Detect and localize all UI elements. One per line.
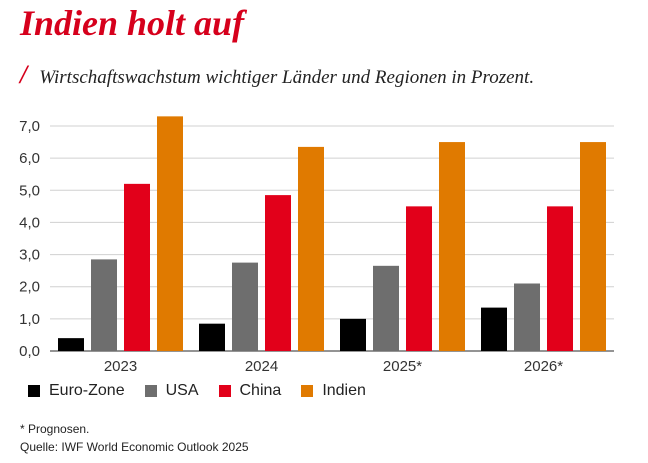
bar: [514, 283, 540, 351]
legend-swatch: [28, 385, 40, 397]
y-tick-label: 6,0: [19, 150, 40, 167]
bar: [124, 183, 150, 351]
legend-label: Indien: [322, 382, 366, 399]
y-tick-label: 2,0: [19, 279, 40, 296]
chart-subtitle: Wirtschaftswachstum wichtiger Länder und…: [39, 67, 535, 88]
bar: [232, 262, 258, 351]
x-tick-label: 2025*: [383, 358, 422, 375]
y-tick-label: 1,0: [19, 311, 40, 328]
subtitle-row: / Wirtschaftswachstum wichtiger Länder un…: [20, 60, 534, 90]
bar: [91, 259, 117, 351]
legend-label: China: [239, 382, 282, 399]
bar: [580, 142, 606, 351]
bar-chart: 0,0 1,0 2,0 3,0 4,0 5,0 6,0 7,0 2023 2024 2025* 202…: [19, 116, 614, 375]
y-tick-label: 0,0: [19, 343, 40, 360]
bar: [157, 116, 183, 351]
bar: [340, 318, 366, 351]
legend-swatch: [301, 385, 314, 397]
legend-item-euro-zone: Euro-Zone: [28, 382, 125, 400]
y-tick-label: 7,0: [19, 118, 40, 135]
legend-swatch: [144, 385, 157, 397]
legend-item-china: China: [218, 382, 282, 400]
legend-label: Euro-Zone: [49, 382, 125, 399]
bar: [373, 265, 399, 351]
legend-item-usa: USA: [144, 382, 199, 400]
footnote: * Prognosen.: [20, 422, 90, 436]
bar: [439, 142, 465, 351]
legend: Euro-Zone USA China Indien: [28, 382, 386, 400]
x-tick-label: 2026*: [524, 358, 563, 375]
bar: [298, 146, 324, 351]
y-tick-label: 5,0: [19, 182, 40, 199]
legend-label: USA: [165, 382, 199, 399]
bar: [199, 323, 225, 351]
source-note: Quelle: IWF World Economic Outlook 2025: [20, 440, 249, 454]
x-tick-label: 2024: [245, 358, 278, 375]
bar: [406, 206, 432, 351]
bar: [265, 195, 291, 351]
bar: [481, 307, 507, 351]
legend-item-indien: Indien: [301, 382, 366, 400]
legend-swatch: [218, 385, 231, 397]
chart-title: Indien holt auf: [20, 3, 245, 43]
y-tick-label: 3,0: [19, 247, 40, 264]
bar: [547, 206, 573, 351]
bar: [58, 338, 84, 351]
slash-mark: /: [20, 60, 28, 89]
y-tick-label: 4,0: [19, 214, 40, 231]
x-tick-label: 2023: [104, 358, 137, 375]
